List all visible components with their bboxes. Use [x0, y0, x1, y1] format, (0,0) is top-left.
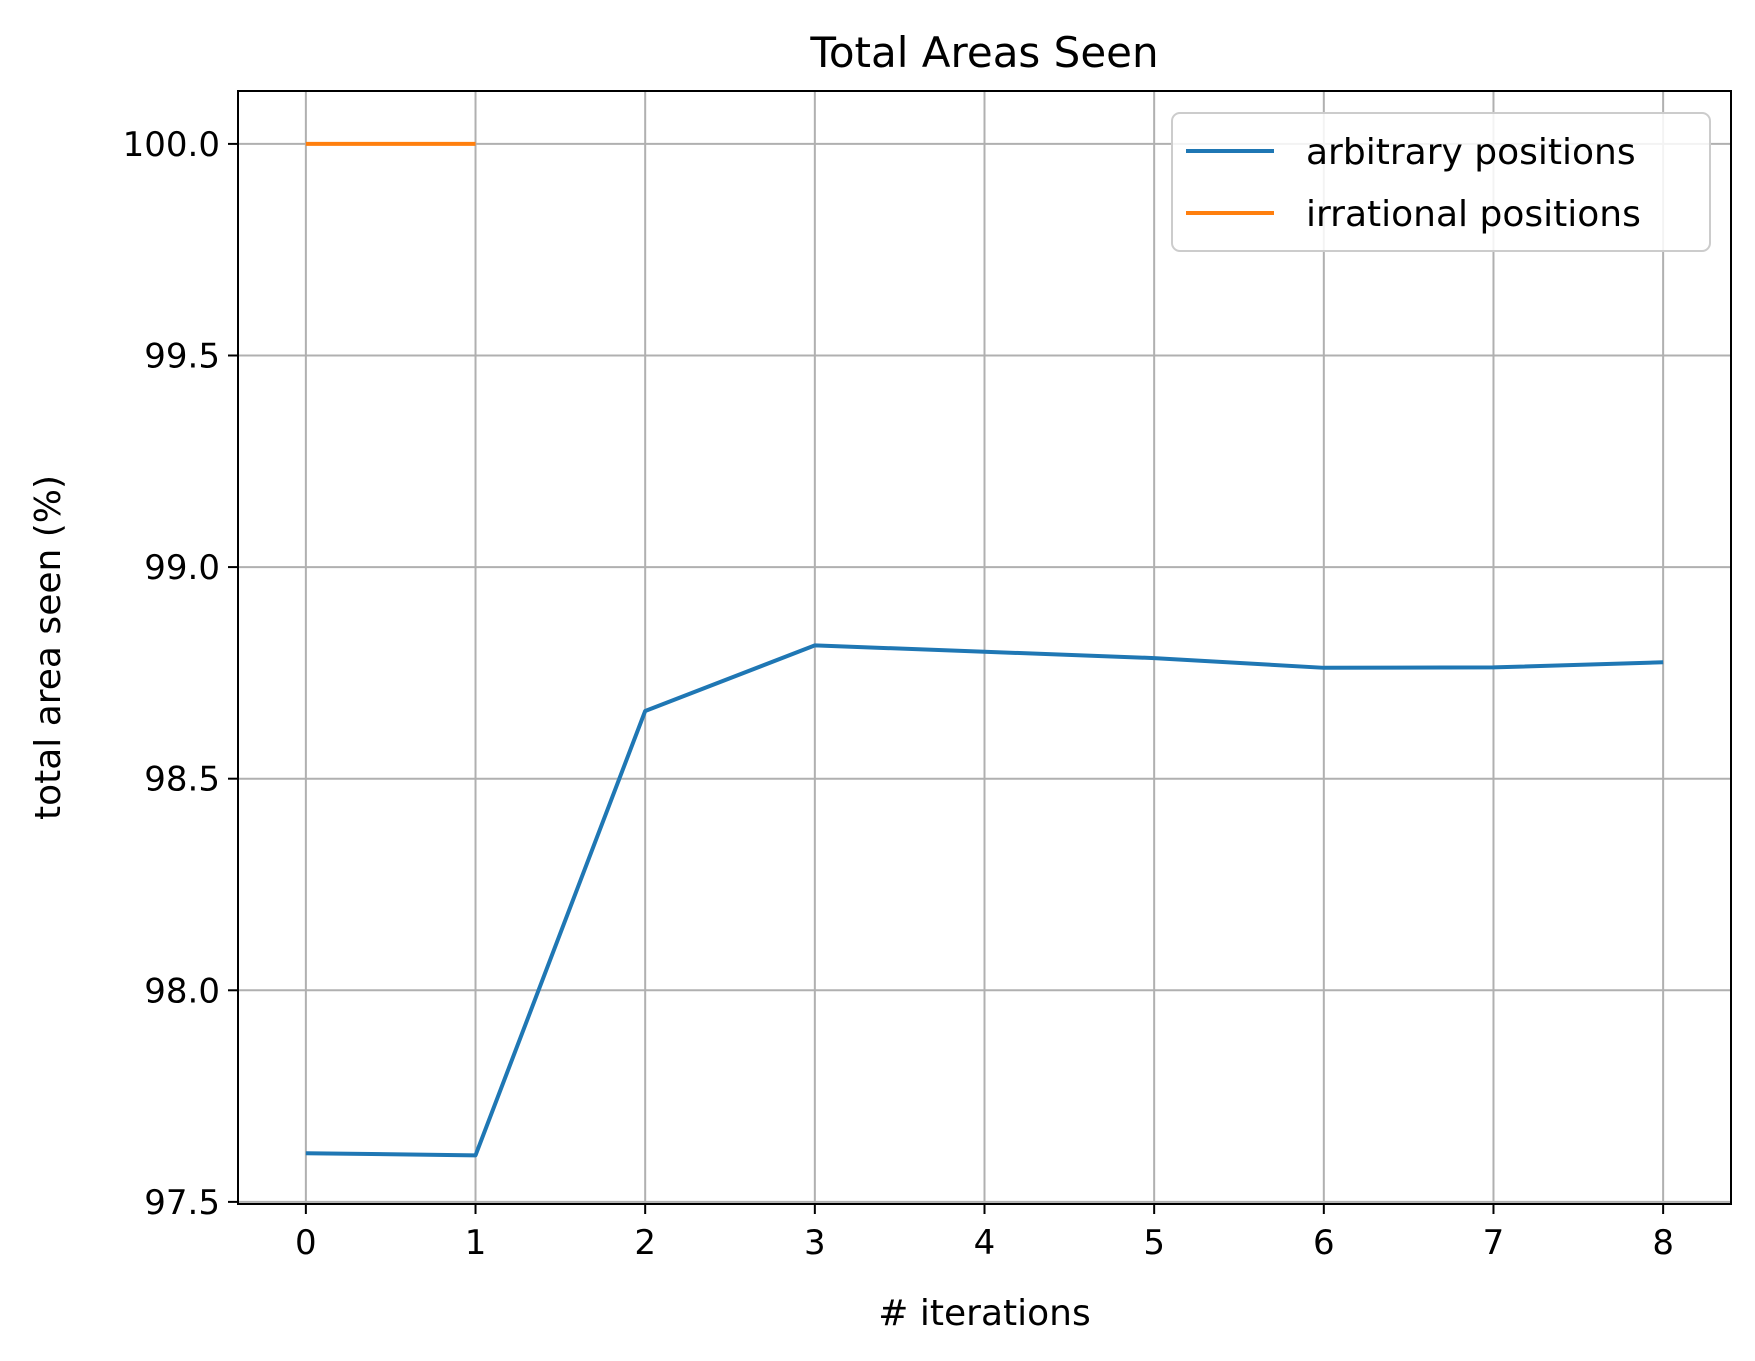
series-layer — [305, 141, 1664, 1158]
chart-title: Total Areas Seen — [809, 28, 1158, 77]
x-tick-label: 7 — [1483, 1223, 1505, 1263]
x-tick-label: 3 — [804, 1223, 826, 1263]
ticks-layer: 0 1 2 3 4 5 6 7 8 97.5 98.0 98.5 99.0 99.5 100.0 — [123, 125, 1674, 1263]
legend: arbitrary positions irrational positions — [1171, 112, 1711, 252]
x-tick-label: 6 — [1313, 1223, 1335, 1263]
x-tick-label: 8 — [1652, 1223, 1674, 1263]
x-tick-label: 0 — [295, 1223, 317, 1263]
x-tick-label: 1 — [465, 1223, 487, 1263]
series-line-arbitrary-positions — [305, 643, 1664, 1158]
legend-label: irrational positions — [1306, 194, 1641, 235]
x-tick-label: 2 — [634, 1223, 656, 1263]
y-tick-label: 97.5 — [144, 1183, 220, 1223]
y-tick-label: 99.0 — [144, 548, 220, 588]
y-tick-label: 100.0 — [123, 125, 220, 165]
y-tick-label: 99.5 — [144, 336, 220, 376]
y-axis-title: total area seen (%) — [28, 475, 69, 820]
legend-label: arbitrary positions — [1306, 132, 1636, 173]
x-tick-label: 4 — [974, 1223, 996, 1263]
x-axis-title: # iterations — [878, 1293, 1090, 1334]
grid-layer — [238, 91, 1731, 1204]
legend-box — [1171, 112, 1711, 252]
y-tick-label: 98.0 — [144, 971, 220, 1011]
y-tick-label: 98.5 — [144, 760, 220, 800]
x-tick-label: 5 — [1143, 1223, 1165, 1263]
